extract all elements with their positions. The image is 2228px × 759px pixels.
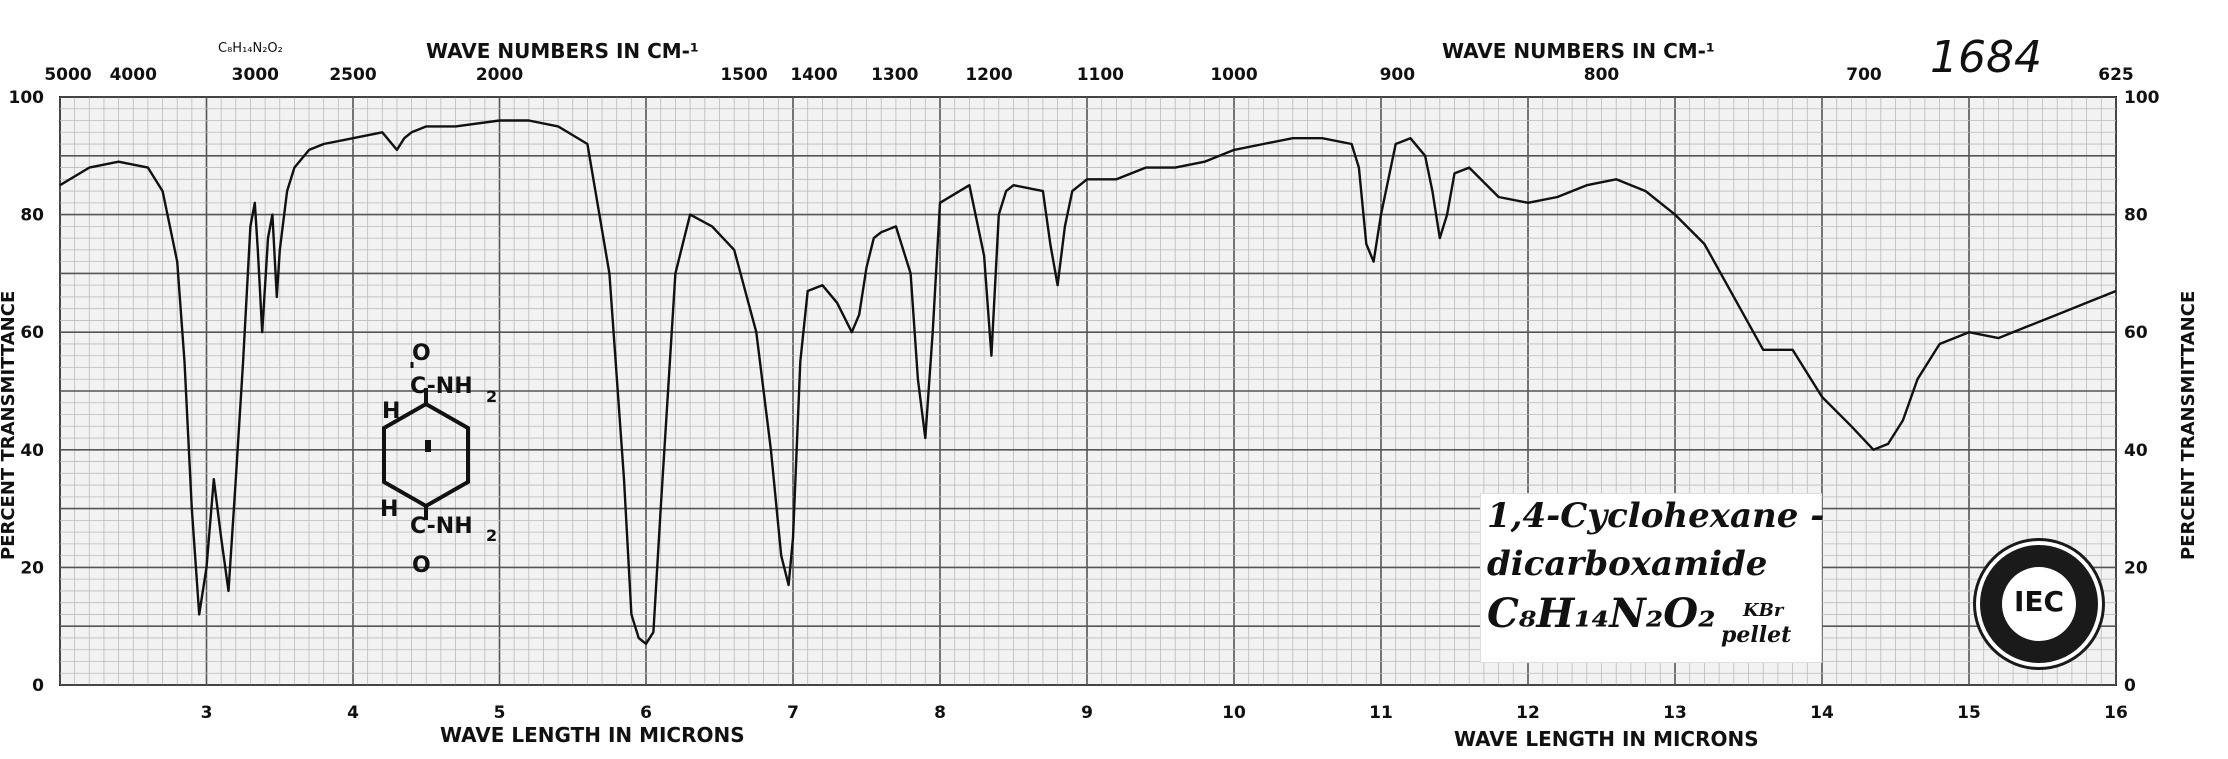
- x-tick-label: 9: [1081, 703, 1093, 723]
- struct-h-bot: H: [380, 497, 398, 522]
- y-tick-label-left: 0: [32, 676, 44, 696]
- x-tick-label: 5: [494, 703, 506, 723]
- top-tick-label: 1300: [871, 65, 918, 85]
- struct-sub-top: 2: [486, 387, 497, 406]
- struct-c-bot: C-NH: [410, 514, 473, 539]
- y-axis-label: PERCENT TRANSMITTANCE: [0, 291, 19, 560]
- y-tick-label-right: 20: [2124, 558, 2148, 578]
- x-axis-label-right: WAVE LENGTH IN MICRONS: [1454, 727, 1759, 751]
- compound-name-line1: 1,4-Cyclohexane -: [1487, 496, 1825, 536]
- struct-o-bot: O: [412, 553, 431, 578]
- top-axis-label-right: WAVE NUMBERS IN CM-¹: [1442, 39, 1715, 63]
- annotation-number: 1684: [1930, 32, 2042, 83]
- transmittance-curve: [59, 119, 2117, 645]
- top-tick-label: 1100: [1077, 65, 1124, 85]
- formula-top: C₈H₁₄N₂O₂: [218, 41, 283, 56]
- top-tick-label: 2000: [476, 65, 523, 85]
- top-tick-label: 700: [1846, 65, 1882, 85]
- molecule-structure: [382, 362, 470, 520]
- y-tick-label-right: 80: [2124, 206, 2148, 226]
- x-tick-label: 6: [640, 703, 652, 723]
- top-tick-label: 4000: [110, 65, 157, 85]
- x-tick-label: 8: [934, 703, 946, 723]
- x-tick-label: 15: [1957, 703, 1981, 723]
- struct-c-top: C-NH: [410, 374, 473, 399]
- x-tick-label: 14: [1810, 703, 1834, 723]
- y-tick-label-right: 60: [2124, 323, 2148, 343]
- company-seal-icon: IEC: [1973, 538, 2105, 670]
- struct-h-top: H: [382, 399, 400, 424]
- top-tick-label: 625: [2098, 65, 2134, 85]
- top-tick-label: 2500: [329, 65, 376, 85]
- top-tick-label: 1000: [1210, 65, 1257, 85]
- top-axis-label: WAVE NUMBERS IN CM-¹: [426, 39, 699, 63]
- y-tick-label-right: 100: [2124, 88, 2160, 108]
- struct-o-top: O: [412, 341, 431, 366]
- x-tick-label: 13: [1663, 703, 1687, 723]
- top-tick-label: 900: [1380, 65, 1416, 85]
- y-tick-label-left: 40: [20, 441, 44, 461]
- y-tick-label-right: 0: [2124, 676, 2136, 696]
- top-tick-label: 3000: [232, 65, 279, 85]
- y-tick-label-left: 100: [9, 88, 45, 108]
- compound-formula: C₈H₁₄N₂O₂: [1487, 590, 1716, 637]
- x-tick-label: 7: [787, 703, 799, 723]
- top-tick-label: 1400: [790, 65, 837, 85]
- y-tick-label-right: 40: [2124, 441, 2148, 461]
- pellet-label: pellet: [1721, 622, 1792, 648]
- chart-series: [59, 119, 2117, 645]
- kbr-label: KBr: [1743, 600, 1784, 621]
- y-tick-label-left: 80: [20, 206, 44, 226]
- struct-sub-bot: 2: [486, 526, 497, 545]
- top-tick-label: 1500: [720, 65, 767, 85]
- compound-name-line2: dicarboxamide: [1487, 544, 1768, 584]
- x-tick-label: 10: [1222, 703, 1246, 723]
- x-axis-label: WAVE LENGTH IN MICRONS: [440, 723, 745, 747]
- x-tick-label: 4: [347, 703, 359, 723]
- x-tick-label: 3: [201, 703, 213, 723]
- top-tick-label: 1200: [965, 65, 1012, 85]
- x-tick-label: 11: [1369, 703, 1393, 723]
- y-tick-label-left: 60: [20, 323, 44, 343]
- y-axis-label-right: PERCENT TRANSMITTANCE: [2178, 291, 2199, 560]
- top-tick-label: 800: [1584, 65, 1620, 85]
- x-tick-label: 16: [2104, 703, 2128, 723]
- top-tick-label: 5000: [44, 65, 91, 85]
- y-tick-label-left: 20: [20, 558, 44, 578]
- x-tick-label: 12: [1516, 703, 1540, 723]
- compound-label-box: 1,4-Cyclohexane - dicarboxamide C₈H₁₄N₂O…: [1480, 493, 1825, 663]
